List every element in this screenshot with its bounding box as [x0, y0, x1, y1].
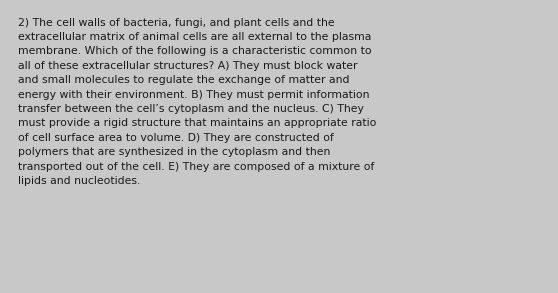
Text: 2) The cell walls of bacteria, fungi, and plant cells and the
extracellular matr: 2) The cell walls of bacteria, fungi, an… — [18, 18, 377, 186]
